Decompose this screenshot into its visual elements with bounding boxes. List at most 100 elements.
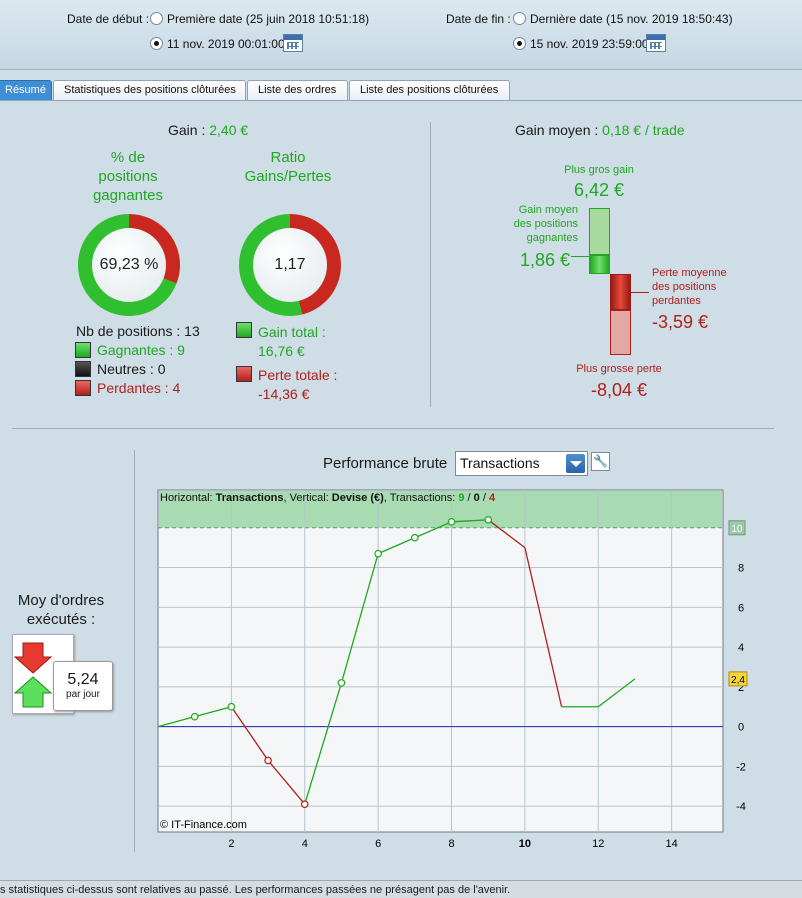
legend-part: Devise (€) (332, 492, 384, 504)
start-first-date-radio[interactable] (150, 12, 163, 25)
avg-gain-header: Gain moyen : 0,18 € / trade (515, 122, 685, 138)
chevron-down-icon[interactable] (566, 454, 585, 473)
avg-loss-bar (610, 274, 631, 310)
legend-part: 9 (458, 492, 464, 504)
series-segment (597, 678, 636, 708)
orders-title-line2: exécutés : (26, 611, 96, 628)
biggest-loss-value: -8,04 € (590, 380, 648, 400)
biggest-gain-label: Plus gros gain (564, 164, 634, 176)
y-tick-label: -2 (736, 761, 746, 773)
gain-label: Gain : (168, 122, 206, 138)
series-segment (304, 682, 343, 805)
series-segment (230, 706, 269, 761)
x-tick-label: 12 (592, 838, 604, 850)
avg-losing-line1: Perte moyenne (652, 267, 727, 279)
y-tick-label: 2 (738, 682, 744, 694)
gain-total-label: Gain total : (258, 324, 326, 340)
legend-part: 0 (474, 492, 480, 504)
performance-select[interactable]: Transactions (455, 451, 588, 476)
gain-total-value: 16,76 € (258, 343, 305, 359)
tab-order-list[interactable]: Liste des ordres (247, 80, 348, 101)
last-marker-label: 2,4 (731, 675, 745, 686)
avg-winning-line1: Gain moyen (518, 204, 578, 216)
orders-value: 5,24 (67, 671, 99, 688)
end-last-date-radio[interactable] (513, 12, 526, 25)
series-segment (377, 537, 416, 555)
avg-losing-label: Perte moyenne des positions perdantes (652, 266, 727, 308)
start-custom-date-radio[interactable] (150, 37, 163, 50)
y-tick-label: 4 (738, 642, 744, 654)
pct-winning-donut: 69,23 % (78, 214, 180, 316)
neutral-square-icon (75, 361, 91, 377)
x-tick-label: 6 (375, 838, 381, 850)
data-point (264, 756, 272, 765)
biggest-loss-bar (610, 310, 631, 355)
series-segment (524, 547, 563, 707)
series-segment (267, 760, 306, 805)
y-tick-label: 6 (738, 602, 744, 614)
neutral-count: Neutres : 0 (97, 361, 166, 377)
pct-winning-value: 69,23 % (92, 228, 166, 302)
avg-winning-value: 1,86 € (519, 250, 570, 270)
tab-closed-positions-list[interactable]: Liste des positions clôturées (349, 80, 510, 101)
plot-area (157, 489, 724, 833)
gain-total-square-icon (236, 322, 252, 338)
loss-total-label: Perte totale : (258, 367, 338, 383)
data-point (337, 679, 346, 687)
performance-chart: 2 4 6 8 10 12 14 -4 -2 0 2 4 6 8 Horizontal: Transacti… (157, 489, 748, 850)
performance-select-value: Transactions (460, 455, 540, 471)
gain-header: Gain : 2,40 € (168, 122, 248, 138)
start-calendar-icon[interactable] (283, 34, 303, 52)
ratio-title: Ratio Gains/Pertes (230, 148, 346, 186)
orders-title-line1: Moy d'ordres (17, 592, 105, 609)
avg-winning-line2: des positions (513, 218, 578, 230)
y-tick-label: -4 (736, 801, 746, 813)
series-segment (487, 519, 526, 549)
last-marker-box (728, 671, 748, 687)
start-first-date-text[interactable]: Première date (25 juin 2018 10:51:18) (167, 12, 370, 26)
gain-value: 2,40 € (209, 122, 249, 138)
end-custom-date-text[interactable]: 15 nov. 2019 23:59:00 (530, 37, 649, 51)
y-tick-label: 0 (738, 722, 744, 734)
avg-gain-bar (589, 255, 610, 274)
data-point (484, 516, 492, 524)
series-segment (451, 519, 489, 523)
top-marker-box (728, 520, 746, 536)
end-last-date-text[interactable]: Dernière date (15 nov. 2019 18:50:43) (530, 12, 733, 26)
orders-badge: 5,24 par jour (53, 661, 113, 711)
ratio-value: 1,17 (253, 228, 327, 302)
footer-disclaimer: s statistiques ci-dessus sont relatives … (0, 880, 802, 898)
wrench-icon[interactable]: 🔧 (591, 452, 610, 471)
end-calendar-icon[interactable] (646, 34, 666, 52)
biggest-loss-label: Plus grosse perte (576, 363, 662, 375)
x-tick-label: 4 (302, 838, 308, 850)
tab-closed-positions-stats[interactable]: Statistiques des positions clôturées (53, 80, 246, 101)
gain-band (159, 491, 722, 528)
data-point (447, 518, 456, 526)
legend-part: Horizontal: (160, 492, 216, 504)
end-custom-date-radio[interactable] (513, 37, 526, 50)
ratio-donut: 1,17 (239, 214, 341, 316)
top-marker-label: 10 (731, 524, 743, 535)
legend-part: / (480, 492, 489, 504)
loss-total-value: -14,36 € (258, 386, 310, 402)
winning-square-icon (75, 342, 91, 358)
tab-resume[interactable]: Résumé (0, 80, 52, 101)
performance-label: Performance brute (323, 455, 448, 472)
losing-count: Perdantes : 4 (97, 380, 181, 396)
legend-part: , Vertical: (284, 492, 332, 504)
orders-unit: par jour (66, 689, 100, 700)
nb-positions: Nb de positions : 13 (76, 323, 200, 339)
data-point (190, 712, 199, 721)
avg-loss-arrow (631, 292, 649, 293)
pct-title-line1: % de (110, 149, 146, 166)
ratio-title-line1: Ratio (270, 149, 306, 166)
data-point (411, 533, 419, 542)
x-tick-label: 2 (228, 838, 234, 850)
lower-divider (134, 450, 135, 852)
start-custom-date-text[interactable]: 11 nov. 2019 00:01:00 (167, 37, 285, 51)
date-filter-bar: Date de début : Première date (25 juin 2… (0, 0, 802, 70)
legend-part: 4 (489, 492, 496, 504)
loss-total: Perte totale : -14,36 € (258, 366, 337, 404)
y-tick-label: 8 (738, 563, 744, 575)
